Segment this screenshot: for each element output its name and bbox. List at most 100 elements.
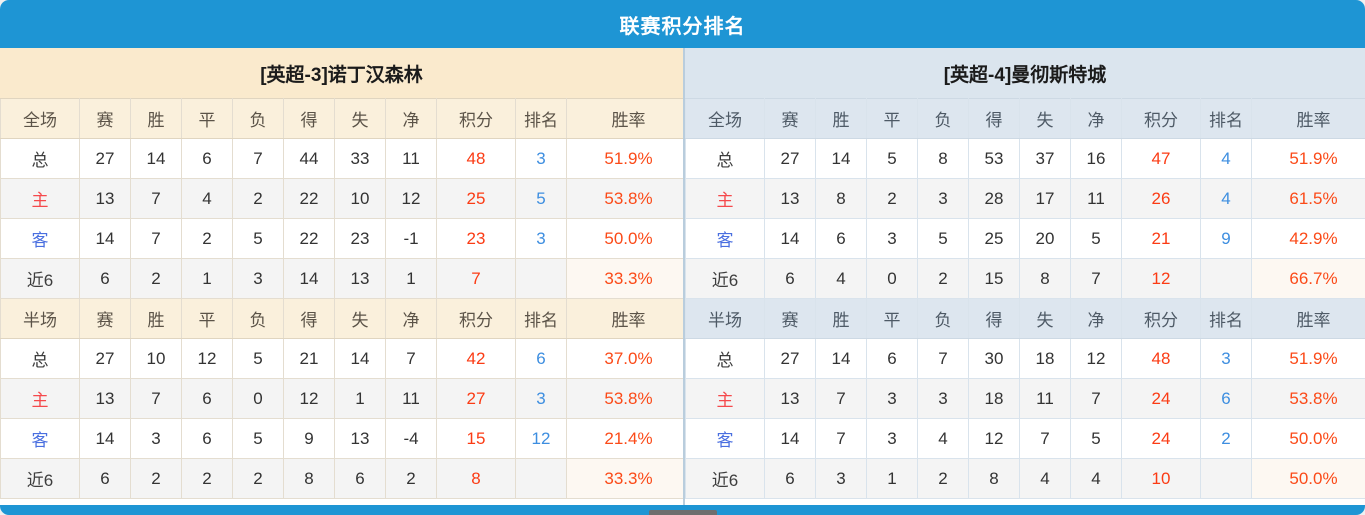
cell-draw: 12: [181, 338, 233, 379]
column-header: 赛: [79, 98, 131, 139]
row-label: 近6: [685, 458, 765, 499]
cell-points: 10: [1121, 458, 1201, 499]
cell-draw: 3: [866, 218, 918, 259]
team-panels: [英超-3]诺丁汉森林 全场赛胜平负得失净积分 排名 胜率总 27 14 6 7 44 33 11…: [0, 48, 1365, 505]
cell-rank: 3: [515, 218, 567, 259]
widget-title-bar: 联赛积分排名: [0, 0, 1365, 48]
column-header: 赛: [79, 298, 131, 339]
column-header: 净: [385, 98, 437, 139]
cell-win: 10: [130, 338, 182, 379]
cell-points: 24: [1121, 378, 1201, 419]
cell-win: 7: [130, 378, 182, 419]
cell-draw: 2: [181, 458, 233, 499]
row-label: 总: [0, 338, 80, 379]
team-panel-away: [英超-4]曼彻斯特城 全场赛胜平负得失净积分 排名 胜率总 27 14 5 8 53 37 16…: [683, 48, 1365, 505]
cell-gf: 53: [968, 138, 1020, 179]
cell-win: 4: [815, 258, 867, 299]
cell-win-rate: 51.9%: [1251, 138, 1365, 179]
table-row: 近6 6 3 1 2 8 4 4 10 50.0%: [685, 458, 1365, 499]
cell-win: 7: [815, 418, 867, 459]
bottom-handle[interactable]: [648, 510, 717, 515]
cell-rank: 4: [1200, 138, 1252, 179]
cell-points: 47: [1121, 138, 1201, 179]
column-header: 胜率: [566, 298, 691, 339]
cell-played: 6: [79, 258, 131, 299]
cell-played: 14: [79, 418, 131, 459]
cell-gf: 9: [283, 418, 335, 459]
cell-draw: 3: [866, 418, 918, 459]
cell-rank: [515, 258, 567, 299]
cell-gd: 5: [1070, 218, 1122, 259]
column-header: 失: [334, 298, 386, 339]
section-label: 半场: [685, 298, 765, 339]
cell-played: 27: [79, 138, 131, 179]
team-name-home: [英超-3]诺丁汉森林: [260, 64, 423, 86]
cell-win-rate: 53.8%: [1251, 378, 1365, 419]
cell-ga: 37: [1019, 138, 1071, 179]
cell-gf: 44: [283, 138, 335, 179]
stats-body-home: 全场赛胜平负得失净积分 排名 胜率总 27 14 6 7 44 33 11 48 3 51.9% 主 13 7…: [0, 98, 691, 499]
cell-loss: 5: [232, 218, 284, 259]
row-label: 客: [685, 218, 765, 259]
cell-gf: 25: [968, 218, 1020, 259]
cell-draw: 2: [866, 178, 918, 219]
page-title: 联赛积分排名: [619, 15, 746, 38]
cell-draw: 6: [866, 338, 918, 379]
column-header: 胜: [130, 98, 182, 139]
cell-loss: 3: [917, 378, 969, 419]
column-header: 胜: [815, 298, 867, 339]
cell-win-rate: 51.9%: [1251, 338, 1365, 379]
cell-win-rate: 61.5%: [1251, 178, 1365, 219]
column-header: 胜: [130, 298, 182, 339]
column-header: 排名: [1200, 98, 1252, 139]
cell-draw: 4: [181, 178, 233, 219]
cell-gf: 18: [968, 378, 1020, 419]
cell-gd: 7: [385, 338, 437, 379]
stats-table-away: 全场赛胜平负得失净积分 排名 胜率总 27 14 5 8 53 37 16 47 4 51.9% 主 13 8…: [685, 98, 1365, 499]
cell-gf: 30: [968, 338, 1020, 379]
row-label: 客: [685, 418, 765, 459]
cell-draw: 3: [866, 378, 918, 419]
section-label: 全场: [0, 98, 80, 139]
row-label: 近6: [0, 258, 80, 299]
cell-draw: 6: [181, 418, 233, 459]
column-header: 净: [1070, 298, 1122, 339]
column-header: 胜: [815, 98, 867, 139]
cell-win: 7: [815, 378, 867, 419]
cell-win: 14: [815, 338, 867, 379]
cell-draw: 6: [181, 138, 233, 179]
cell-win-rate: 42.9%: [1251, 218, 1365, 259]
cell-gd: 11: [385, 378, 437, 419]
cell-win-rate: 37.0%: [566, 338, 691, 379]
cell-played: 27: [764, 338, 816, 379]
row-label: 总: [0, 138, 80, 179]
table-row: 近6 6 4 0 2 15 8 7 12 66.7%: [685, 258, 1365, 299]
cell-win-rate: 53.8%: [566, 178, 691, 219]
cell-rank: 5: [515, 178, 567, 219]
cell-loss: 3: [917, 178, 969, 219]
cell-win-rate: 50.0%: [1251, 458, 1365, 499]
cell-points: 7: [436, 258, 516, 299]
cell-ga: 14: [334, 338, 386, 379]
table-row: 总 27 14 5 8 53 37 16 47 4 51.9%: [685, 138, 1365, 179]
cell-draw: 0: [866, 258, 918, 299]
cell-rank: 4: [1200, 178, 1252, 219]
cell-loss: 8: [917, 138, 969, 179]
cell-loss: 4: [917, 418, 969, 459]
cell-gd: 7: [1070, 378, 1122, 419]
cell-ga: 13: [334, 258, 386, 299]
cell-gf: 28: [968, 178, 1020, 219]
cell-win-rate: 21.4%: [566, 418, 691, 459]
column-header: 平: [866, 98, 918, 139]
cell-win-rate: 66.7%: [1251, 258, 1365, 299]
cell-rank: 3: [515, 378, 567, 419]
column-header: 排名: [515, 98, 567, 139]
cell-loss: 2: [232, 458, 284, 499]
row-label: 近6: [0, 458, 80, 499]
cell-win-rate: 50.0%: [1251, 418, 1365, 459]
cell-points: 48: [1121, 338, 1201, 379]
row-label: 客: [0, 218, 80, 259]
cell-gf: 12: [968, 418, 1020, 459]
cell-win: 3: [815, 458, 867, 499]
cell-win-rate: 53.8%: [566, 378, 691, 419]
